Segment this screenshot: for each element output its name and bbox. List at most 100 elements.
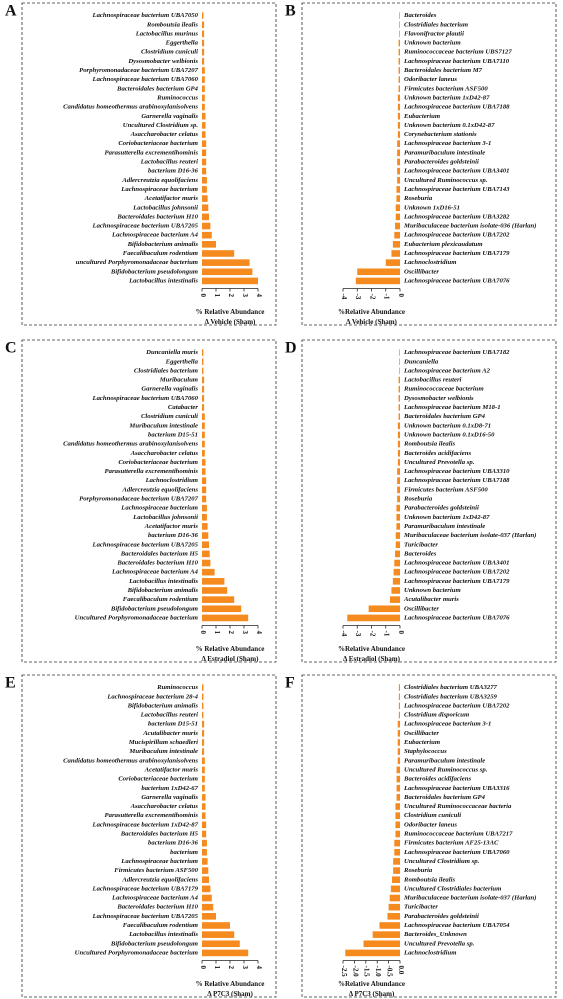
- category-label: Firmicutes bacterium ASF500: [404, 486, 488, 493]
- category-label: Lachnospiraceae bacterium UBA7188: [403, 477, 510, 484]
- category-label: Bacteroides: [403, 550, 437, 557]
- panel-label: D: [285, 340, 297, 357]
- category-label: Duncaniella: [403, 358, 439, 365]
- bar: [399, 12, 400, 19]
- category-label: Asaccharobacter celatus: [130, 450, 199, 457]
- bar: [397, 757, 400, 765]
- bar: [397, 477, 400, 484]
- category-label: Asaccharobacter celatus: [130, 131, 199, 138]
- bar: [202, 596, 235, 603]
- x-axis-title: Δ Vehicle (Sham): [346, 318, 397, 326]
- bar: [395, 812, 400, 819]
- panel-border: [21, 339, 277, 663]
- category-label: Lachnospiraceae bacterium UBA7202: [403, 702, 510, 709]
- category-label: Oscillibacter: [404, 605, 439, 612]
- category-label: Parabacteroides goldsteinii: [404, 159, 479, 166]
- category-label: Lactobacillus intestinalis: [128, 277, 198, 284]
- category-label: Dysosmobacter welbionis: [127, 58, 198, 65]
- category-label: Garnerella vaginalis: [141, 113, 198, 120]
- bar: [202, 94, 205, 102]
- bar: [396, 766, 400, 774]
- category-label: Eggerthella: [165, 40, 199, 47]
- x-tick-label: -3: [354, 294, 362, 300]
- category-label: Uncultured Clostridium sp.: [123, 122, 199, 129]
- x-tick-label: -3: [354, 631, 362, 637]
- category-label: Ruminococcaceae bacterium UBS7127: [403, 49, 512, 56]
- bar: [385, 259, 400, 266]
- category-label: Bacteroidales bacterium GP4: [403, 413, 486, 420]
- bar: [397, 122, 400, 129]
- category-label: Lachnoclostridium: [403, 259, 456, 266]
- bar: [202, 195, 208, 202]
- x-tick-label: -0.5: [385, 966, 393, 978]
- category-label: Lachnospiraceae bacterium: [120, 505, 198, 512]
- category-label: bacterium D16-36: [148, 168, 199, 175]
- category-label: Eubacterium: [403, 739, 440, 746]
- category-label: Lachnospiraceae bacterium UBA7110: [403, 58, 510, 65]
- bar: [395, 830, 400, 838]
- x-tick-label: 0: [397, 294, 405, 298]
- bar: [202, 730, 205, 737]
- bar: [396, 794, 400, 801]
- bar: [202, 112, 206, 120]
- bar: [202, 259, 250, 266]
- bar: [395, 550, 400, 558]
- bar: [202, 268, 253, 276]
- bar: [396, 186, 400, 193]
- bar: [202, 568, 215, 576]
- category-label: bacterium 1xD42-67: [141, 785, 198, 792]
- bar: [202, 12, 204, 19]
- category-label: Uncultured Prevotella sp.: [404, 940, 475, 947]
- x-tick-label: -1: [383, 294, 391, 300]
- category-label: Acetatifactor muris: [144, 766, 199, 773]
- panel: C Duncaniella muris Eggerthella Clostridial…: [5, 339, 277, 663]
- category-label: Lachnospiraceae bacterium UBA7050: [91, 12, 198, 19]
- bar: [202, 885, 211, 893]
- bar: [202, 559, 211, 567]
- bar: [202, 277, 258, 285]
- x-tick-label: 1: [213, 631, 221, 635]
- bar: [388, 903, 400, 911]
- bar: [202, 395, 205, 402]
- x-axis-title: Δ Estradiol (Sham): [202, 655, 260, 663]
- category-label: Unknown bacterium 0.1xD42-87: [404, 122, 495, 129]
- bar: [202, 422, 205, 430]
- category-label: Faecalibaculum rodentium: [123, 922, 198, 929]
- category-label: bacterium D15-51: [148, 431, 198, 438]
- category-label: Clostridium disporicum: [404, 712, 469, 719]
- bar: [202, 241, 216, 248]
- category-label: Muribaculaceae bacterium isolate-037 (Ha…: [403, 532, 536, 539]
- category-label: Bacteroidales bacterium GP4: [116, 85, 199, 92]
- bar: [202, 848, 207, 856]
- bar: [397, 422, 400, 430]
- bar: [397, 486, 400, 494]
- bar: [395, 821, 400, 829]
- bar: [202, 821, 207, 829]
- bar: [393, 867, 400, 874]
- x-tick-label: -4: [340, 294, 348, 300]
- category-label: Bacteroidales bacterium H10: [116, 904, 198, 911]
- category-label: Bifidobacterium pseudolongum: [110, 940, 198, 947]
- bar: [202, 949, 249, 957]
- bar: [398, 711, 400, 719]
- category-label: Clostridium cuniculi: [404, 812, 461, 819]
- panel-border: [301, 339, 557, 663]
- category-label: Lactobacillus reuteri: [140, 712, 199, 719]
- category-label: Coriobacteriaceae bacterium: [118, 776, 198, 783]
- bar: [397, 449, 400, 457]
- bar: [391, 587, 400, 594]
- bar: [202, 812, 206, 819]
- x-tick-label: 0: [397, 631, 405, 635]
- category-label: Lachnospiraceae bacterium UBA7179: [91, 885, 198, 892]
- category-label: Unknown 1xD16-51: [404, 204, 460, 211]
- bar: [202, 440, 205, 448]
- category-label: Lactobacillus intestinalis: [128, 931, 198, 938]
- category-label: Unknown bacterium 0.1xD16-50: [404, 431, 495, 438]
- category-label: Romboutsia ilealis: [146, 21, 198, 28]
- x-tick-label: 2: [227, 294, 235, 298]
- category-label: Adlercreutzia equolifaciens: [121, 876, 198, 883]
- category-label: Clostridiales bacterium UBA3277: [404, 684, 498, 691]
- bar: [202, 349, 204, 356]
- category-label: Lactobacillus reuteri: [140, 159, 199, 166]
- bar: [397, 748, 400, 755]
